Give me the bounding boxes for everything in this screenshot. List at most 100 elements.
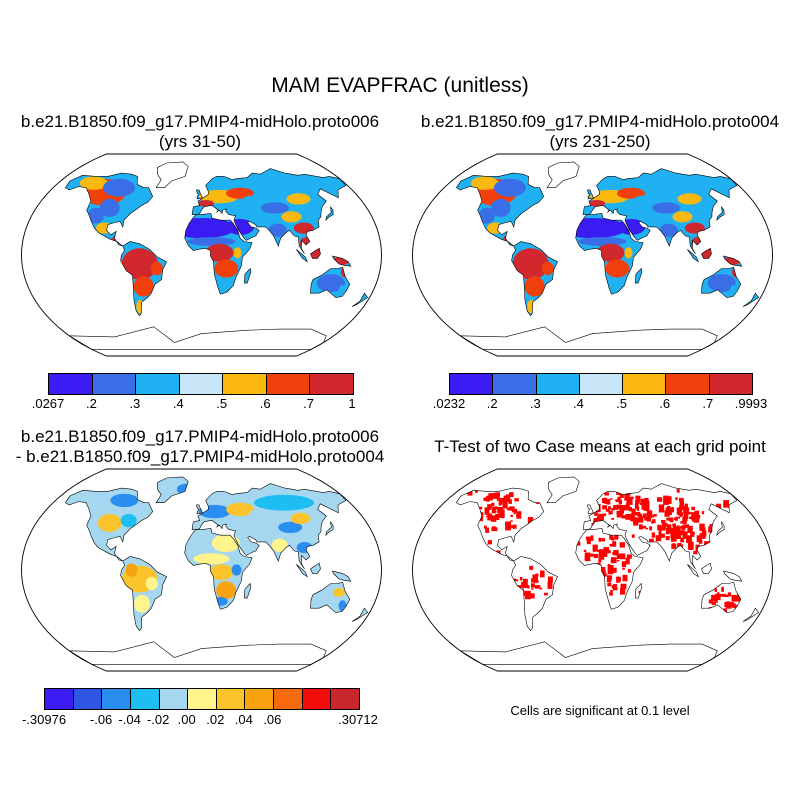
colorbar-tick-label: -.02	[146, 712, 170, 727]
coastline	[325, 521, 334, 537]
field-region	[470, 176, 499, 190]
significant-cell	[531, 588, 534, 590]
field-region	[268, 223, 287, 237]
significant-cell	[496, 569, 500, 574]
significant-cell	[685, 619, 690, 623]
significant-cell	[491, 508, 497, 514]
colorbar-tick-label: .04	[234, 712, 253, 727]
significant-cell	[529, 593, 535, 599]
significant-cell	[611, 507, 615, 511]
significant-cell	[677, 516, 680, 519]
significant-cell	[514, 579, 519, 582]
significant-cell	[596, 588, 603, 594]
field-region	[707, 274, 736, 293]
significant-cell	[640, 498, 647, 505]
significant-cell	[611, 585, 615, 589]
panel-title-bottom-right: T-Test of two Case means at each grid po…	[434, 437, 766, 456]
coastline	[716, 521, 725, 537]
significant-cell	[459, 517, 463, 522]
significant-cell	[593, 549, 597, 552]
significant-cell	[590, 538, 594, 541]
significant-cell	[555, 625, 561, 632]
significant-cell	[622, 567, 625, 570]
coastline	[196, 189, 203, 200]
significant-cell	[493, 618, 499, 625]
significant-cell	[734, 596, 737, 599]
significant-cell	[645, 527, 648, 530]
significant-cell	[608, 510, 613, 515]
colorbar-cell	[159, 689, 189, 709]
significant-cell	[620, 583, 627, 590]
colorbar-tick-label: .3	[529, 396, 541, 411]
figure-title: MAM EVAPFRAC (unitless)	[271, 74, 529, 97]
field-region	[103, 178, 135, 197]
significant-cell	[512, 578, 517, 582]
significant-cell	[635, 495, 639, 500]
significant-cell	[757, 592, 759, 596]
significant-cell	[699, 523, 705, 531]
significant-cell	[619, 493, 624, 498]
significant-cell	[727, 592, 732, 597]
significant-cell	[582, 616, 589, 626]
significant-cell	[665, 499, 671, 504]
panel-title-top-left: b.e21.B1850.f09_g17.PMIP4-midHolo.proto0…	[0, 112, 400, 152]
significant-cell	[481, 513, 484, 517]
field-region	[198, 200, 214, 207]
map-outline	[21, 468, 382, 672]
significant-cell	[496, 550, 501, 556]
significant-cell	[563, 594, 567, 598]
significant-cell	[429, 590, 433, 595]
field-region	[511, 198, 528, 213]
significant-cell	[598, 559, 602, 562]
colorbar-cell	[310, 374, 354, 394]
significant-cell	[681, 596, 686, 603]
land-field-layer	[65, 476, 368, 665]
field-region	[254, 179, 314, 196]
significant-cell	[603, 513, 607, 517]
significant-cell	[486, 612, 489, 616]
significant-cell	[659, 533, 665, 538]
significant-cell	[686, 535, 692, 543]
field-region	[617, 187, 645, 199]
field-region	[278, 521, 303, 533]
field-region	[254, 494, 314, 511]
significant-cell	[610, 589, 613, 593]
colorbar-cell	[130, 689, 160, 709]
significant-cell	[498, 500, 503, 506]
field-region	[193, 553, 230, 565]
coastline	[184, 213, 253, 295]
significant-cell	[505, 592, 509, 595]
significant-cell	[473, 527, 478, 532]
coastline	[310, 581, 351, 613]
significant-cell	[602, 609, 606, 613]
significant-cell	[446, 598, 449, 601]
significant-cell	[486, 507, 489, 511]
significant-cell	[621, 506, 626, 511]
coastline	[742, 607, 760, 622]
field-region	[110, 493, 139, 508]
significant-cell	[624, 493, 630, 501]
coastline	[511, 241, 558, 317]
coastline	[243, 267, 252, 284]
ice-region	[69, 641, 327, 665]
land-base-fill	[456, 161, 759, 350]
field-region	[226, 502, 255, 517]
coastline	[723, 570, 743, 582]
significant-cell	[691, 513, 697, 521]
significant-cell	[499, 603, 505, 608]
significant-cell	[677, 525, 680, 527]
significant-cell	[721, 587, 724, 592]
significant-cell	[738, 555, 741, 558]
significant-cell	[678, 626, 684, 632]
significant-cell	[693, 550, 698, 555]
significant-cell	[529, 565, 534, 570]
significant-cell	[586, 536, 592, 541]
significant-cell	[611, 518, 615, 520]
field-region	[624, 247, 633, 259]
field-region	[187, 237, 236, 246]
significant-cell	[532, 574, 538, 583]
colorbar-bottom-left	[44, 688, 360, 710]
panel-title-bottom-left: b.e21.B1850.f09_g17.PMIP4-midHolo.proto0…	[0, 427, 400, 467]
significant-cell	[470, 606, 473, 610]
significant-cell	[501, 515, 504, 519]
